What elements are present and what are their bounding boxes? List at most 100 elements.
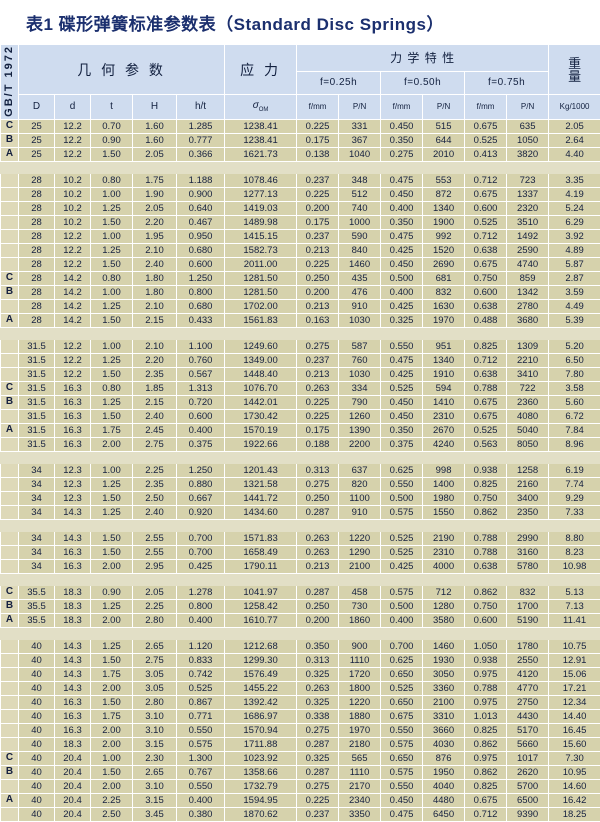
cell-h-t: 0.742 [177,667,225,681]
cell-h-t: 0.575 [177,737,225,751]
cell-f-mm--0-75h-: 0.563 [465,437,507,451]
cell-D: 40 [19,793,55,807]
cell-h-t: 1.250 [177,271,225,285]
cell-f-mm--0-75h-: 0.938 [465,653,507,667]
cell-d: 20.4 [55,779,91,793]
cell-f-mm--0-75h-: 0.525 [465,133,507,147]
cell-t: 1.25 [91,639,133,653]
cell---OM: 1277.13 [225,187,297,201]
cell---OM: 1281.50 [225,271,297,285]
cell-P-N--0-50h-: 2310 [423,409,465,423]
cell-grade [1,639,19,653]
cell-H: 2.10 [133,339,177,353]
spacer-cell [177,519,225,531]
spacer-cell [55,451,91,463]
cell-t: 1.25 [91,599,133,613]
cell-P-N--0-25h-: 3350 [339,807,381,821]
cell-P-N--0-50h-: 1930 [423,653,465,667]
cell-grade [1,807,19,821]
cell-d: 14.2 [55,313,91,327]
cell-d: 12.3 [55,477,91,491]
cell-t: 2.50 [91,807,133,821]
cell-Kg-1000: 11.41 [549,613,600,627]
cell-t: 1.00 [91,285,133,299]
cell-P-N--0-50h-: 1520 [423,243,465,257]
cell-P-N--0-50h-: 2190 [423,531,465,545]
cell-f-mm--0-75h-: 0.975 [465,667,507,681]
spacer-cell [225,627,297,639]
cell-f-mm--0-50h-: 0.375 [381,437,423,451]
cell-P-N--0-25h-: 760 [339,353,381,367]
cell-D: 31.5 [19,339,55,353]
cell-P-N--0-50h-: 4030 [423,737,465,751]
cell-t: 1.50 [91,215,133,229]
spacer-cell [133,573,177,585]
cell-D: 34 [19,559,55,573]
cell-P-N--0-50h-: 951 [423,339,465,353]
cell-f-mm--0-50h-: 0.550 [381,339,423,353]
spacer-cell [507,573,549,585]
cell-d: 14.2 [55,271,91,285]
cell-f-mm--0-50h-: 0.450 [381,395,423,409]
cell-h-t: 1.188 [177,173,225,187]
cell-f-mm--0-75h-: 0.638 [465,299,507,313]
disc-spring-spec-table: GB/T 1972 几 何 参 数 应 力 力 学 特 性 重 量 f=0.25… [0,44,600,822]
table-header: GB/T 1972 几 何 参 数 应 力 力 学 特 性 重 量 f=0.25… [1,45,600,120]
cell-f-mm--0-50h-: 0.425 [381,559,423,573]
cell-Kg-1000: 6.19 [549,463,600,477]
cell-D: 28 [19,313,55,327]
cell-P-N--0-50h-: 4000 [423,559,465,573]
cell-grade: A [1,613,19,627]
cell-D: 40 [19,751,55,765]
cell-t: 1.25 [91,299,133,313]
cell-D: 40 [19,653,55,667]
cell---OM: 1358.66 [225,765,297,779]
cell-t: 2.00 [91,737,133,751]
cell-f-mm--0-50h-: 0.400 [381,285,423,299]
cell-Kg-1000: 4.49 [549,299,600,313]
cell-P-N--0-25h-: 1220 [339,695,381,709]
cell-H: 2.05 [133,147,177,161]
cell---OM: 1415.15 [225,229,297,243]
header-col-D: D [19,95,55,119]
cell-f-mm--0-50h-: 0.350 [381,423,423,437]
cell-Kg-1000: 5.13 [549,585,600,599]
cell-d: 16.3 [55,709,91,723]
cell-P-N--0-50h-: 3580 [423,613,465,627]
spacer-cell [19,327,55,339]
cell-f-mm--0-75h-: 0.413 [465,147,507,161]
cell-f-mm--0-50h-: 0.575 [381,585,423,599]
cell-P-N--0-25h-: 900 [339,639,381,653]
cell-P-N--0-25h-: 331 [339,119,381,133]
cell-t: 2.00 [91,437,133,451]
cell-f-mm--0-25h-: 0.313 [297,653,339,667]
cell-Kg-1000: 6.50 [549,353,600,367]
cell-d: 12.2 [55,119,91,133]
cell-P-N--0-75h-: 2320 [507,201,549,215]
cell-f-mm--0-50h-: 0.350 [381,133,423,147]
cell-f-mm--0-50h-: 0.650 [381,695,423,709]
cell-P-N--0-50h-: 3360 [423,681,465,695]
cell-Kg-1000: 7.80 [549,367,600,381]
cell-d: 12.2 [55,367,91,381]
sigma-subscript: OM [259,107,269,113]
cell-H: 2.75 [133,437,177,451]
cell-P-N--0-75h-: 2590 [507,243,549,257]
cell-f-mm--0-50h-: 0.500 [381,491,423,505]
cell-P-N--0-50h-: 1630 [423,299,465,313]
cell-grade [1,477,19,491]
cell---OM: 1489.98 [225,215,297,229]
header-col-p2: P/N [423,95,465,119]
cell-d: 18.3 [55,585,91,599]
cell---OM: 1621.73 [225,147,297,161]
cell-Kg-1000: 4.19 [549,187,600,201]
cell-f-mm--0-25h-: 0.188 [297,437,339,451]
spacer-cell [381,161,423,173]
cell-P-N--0-75h-: 832 [507,585,549,599]
cell-D: 35.5 [19,585,55,599]
